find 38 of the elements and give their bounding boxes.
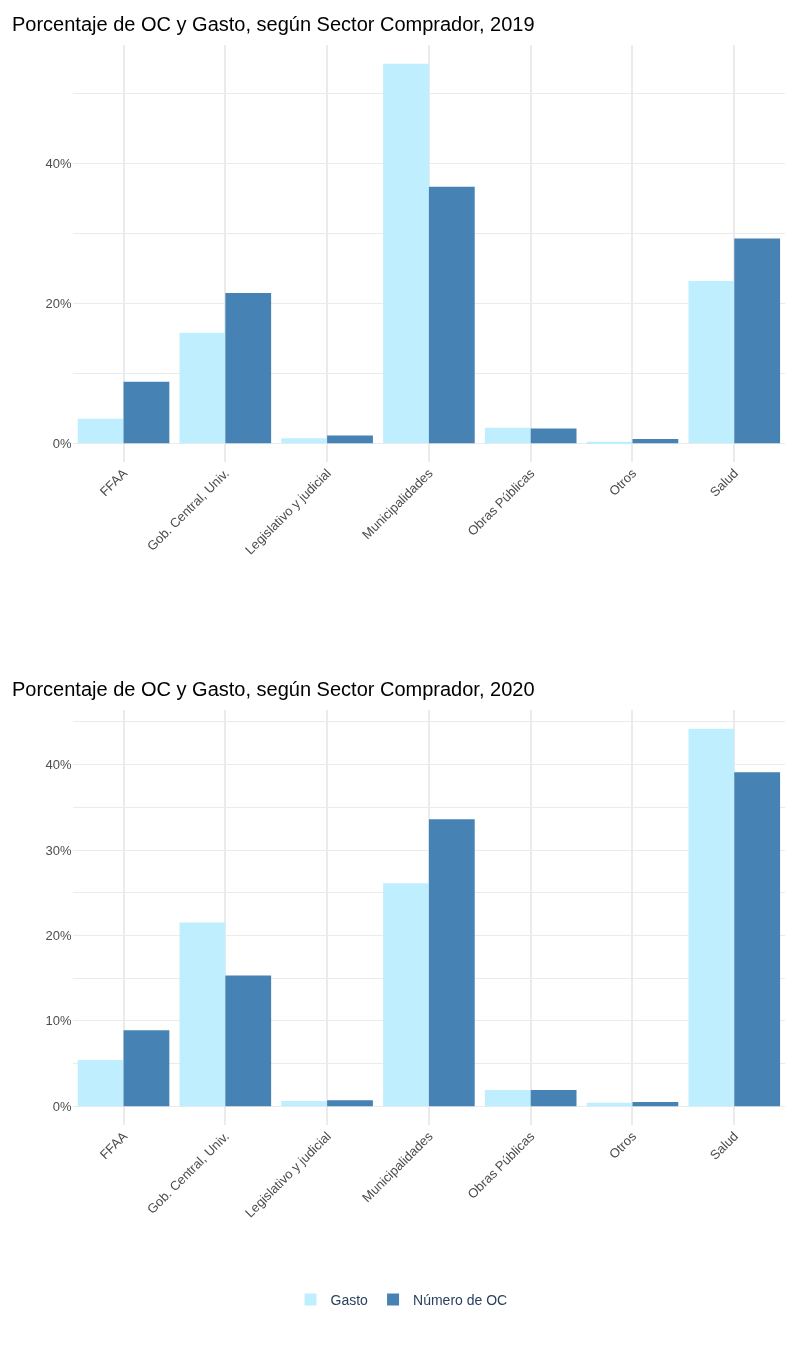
bar [327,1100,373,1107]
bar [688,728,735,1107]
bar [530,428,577,444]
bar [530,1089,577,1107]
y-tick-label: 30% [45,842,73,858]
bar [734,772,781,1107]
bar [77,1060,124,1107]
bar [383,63,429,444]
chart-title: Porcentaje de OC y Gasto, según Sector Comprador, 2019 [12,13,535,35]
bar [734,238,781,444]
y-tick-label: 40% [45,757,73,773]
bar [428,819,475,1107]
bar [383,883,429,1107]
y-tick-label: 0% [52,1098,73,1114]
bar [632,438,679,444]
bar [123,381,170,444]
y-tick-label: 20% [45,927,73,943]
bar [77,418,124,444]
legend-label: Gasto [330,1292,369,1309]
bar [123,1030,170,1107]
bar [179,332,226,444]
bar [179,922,226,1107]
bar [484,427,531,444]
y-tick-label: 0% [52,435,73,451]
bar [688,281,735,444]
bar [225,292,272,444]
bar [281,1101,328,1107]
bar [225,975,272,1107]
y-tick-label: 40% [45,156,73,172]
y-tick-label: 20% [45,295,73,311]
bar [484,1089,531,1107]
bar [632,1101,679,1107]
bar [428,186,475,444]
y-tick-label: 10% [45,1013,73,1029]
chart-title: Porcentaje de OC y Gasto, según Sector Comprador, 2020 [12,678,535,700]
bar [327,435,373,444]
legend-label: Número de OC [413,1292,508,1309]
bar [281,438,328,444]
